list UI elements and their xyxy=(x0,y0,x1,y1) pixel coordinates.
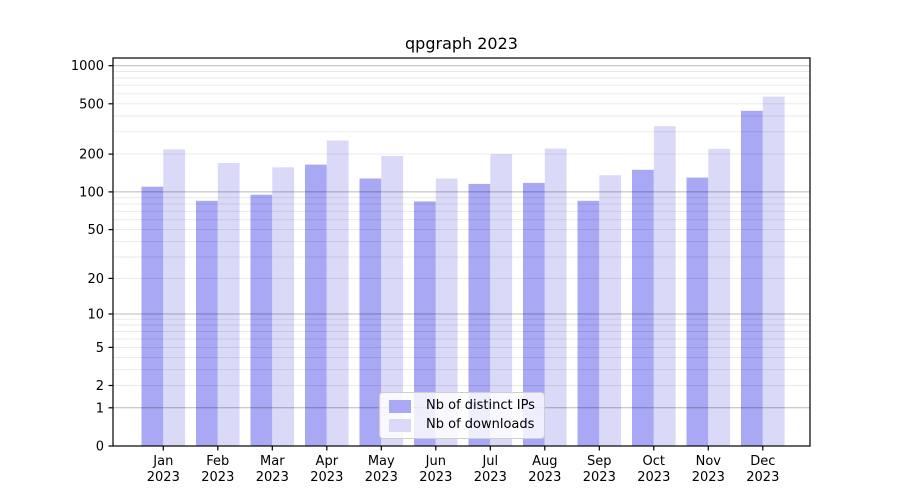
x-tick-label-month: Dec xyxy=(750,454,775,469)
x-tick-label-year: 2023 xyxy=(583,470,616,485)
plot-frame xyxy=(112,57,811,447)
legend-label-downloads: Nb of downloads xyxy=(426,417,535,432)
bar-mar-downloads xyxy=(272,167,295,447)
x-tick-label-month: Jun xyxy=(425,454,446,469)
bar-jan-distinct-ips xyxy=(141,186,164,446)
y-tick-label: 0 xyxy=(96,440,104,455)
legend-swatch-distinct-ips xyxy=(389,399,411,413)
x-tick-label-year: 2023 xyxy=(256,470,289,485)
x-tick-label-month: Oct xyxy=(643,454,665,469)
x-tick-label-year: 2023 xyxy=(310,470,343,485)
y-axis xyxy=(108,65,113,447)
x-tick-label-year: 2023 xyxy=(419,470,452,485)
y-tick-label: 20 xyxy=(87,272,104,287)
bar-mar-distinct-ips xyxy=(250,194,273,446)
y-tick-label: 10 xyxy=(87,308,104,323)
bar-nov-distinct-ips xyxy=(686,177,709,446)
x-tick-label-month: Feb xyxy=(206,454,229,469)
bar-jul-downloads xyxy=(490,154,513,446)
bars xyxy=(141,96,785,447)
bar-jul-distinct-ips xyxy=(468,183,491,446)
bar-aug-distinct-ips xyxy=(523,182,545,446)
x-axis xyxy=(162,446,764,451)
bar-sep-distinct-ips xyxy=(577,200,600,446)
bar-apr-distinct-ips xyxy=(305,164,327,446)
x-tick-label-month: Mar xyxy=(260,454,285,469)
legend-item-downloads: Nb of downloads xyxy=(389,417,535,433)
x-tick-label-year: 2023 xyxy=(528,470,561,485)
y-tick-label: 50 xyxy=(87,223,104,238)
bar-aug-downloads xyxy=(544,148,567,446)
y-tick-label: 2 xyxy=(96,379,104,394)
minor-gridlines xyxy=(113,71,810,386)
x-tick-label-year: 2023 xyxy=(365,470,398,485)
x-tick-label-month: Jan xyxy=(152,454,173,469)
bar-apr-downloads xyxy=(326,140,349,446)
legend-item-distinct-ips: Nb of distinct IPs xyxy=(389,398,535,414)
bar-oct-distinct-ips xyxy=(632,169,654,447)
y-tick-label: 5 xyxy=(96,341,104,356)
x-tick-label-year: 2023 xyxy=(147,470,180,485)
x-tick-label-month: Nov xyxy=(696,454,722,469)
x-tick-label-year: 2023 xyxy=(746,470,779,485)
bar-oct-downloads xyxy=(653,126,676,447)
y-tick-label: 1000 xyxy=(71,59,104,74)
y-tick-label: 500 xyxy=(79,97,104,112)
x-tick-label-month: May xyxy=(368,454,395,469)
x-tick-label-month: Jul xyxy=(481,454,498,469)
bar-jan-downloads xyxy=(163,149,186,447)
x-tick-label-month: Sep xyxy=(587,454,612,469)
x-tick-label-year: 2023 xyxy=(474,470,507,485)
bar-nov-downloads xyxy=(708,148,731,447)
y-tick-label: 100 xyxy=(79,185,104,200)
bar-may-downloads xyxy=(381,156,404,446)
chart-title: qpgraph 2023 xyxy=(405,34,518,53)
bar-jun-distinct-ips xyxy=(414,201,436,446)
bar-feb-downloads xyxy=(217,163,240,446)
x-tick-label-year: 2023 xyxy=(201,470,234,485)
legend-swatch-downloads xyxy=(389,418,411,432)
x-tick-label-year: 2023 xyxy=(692,470,725,485)
legend: Nb of distinct IPs Nb of downloads xyxy=(379,392,545,439)
bar-jun-downloads xyxy=(435,178,458,446)
x-tick-label-year: 2023 xyxy=(637,470,670,485)
y-tick-label: 200 xyxy=(79,148,104,163)
x-tick-label-month: Aug xyxy=(532,454,557,469)
bar-sep-downloads xyxy=(599,175,622,446)
bar-dec-downloads xyxy=(762,96,785,446)
x-tick-label-month: Apr xyxy=(316,454,339,469)
y-tick-label: 1 xyxy=(96,401,104,416)
bar-feb-distinct-ips xyxy=(196,200,218,446)
bar-may-distinct-ips xyxy=(359,178,382,446)
legend-label-distinct-ips: Nb of distinct IPs xyxy=(426,398,535,413)
bar-dec-distinct-ips xyxy=(741,110,763,447)
